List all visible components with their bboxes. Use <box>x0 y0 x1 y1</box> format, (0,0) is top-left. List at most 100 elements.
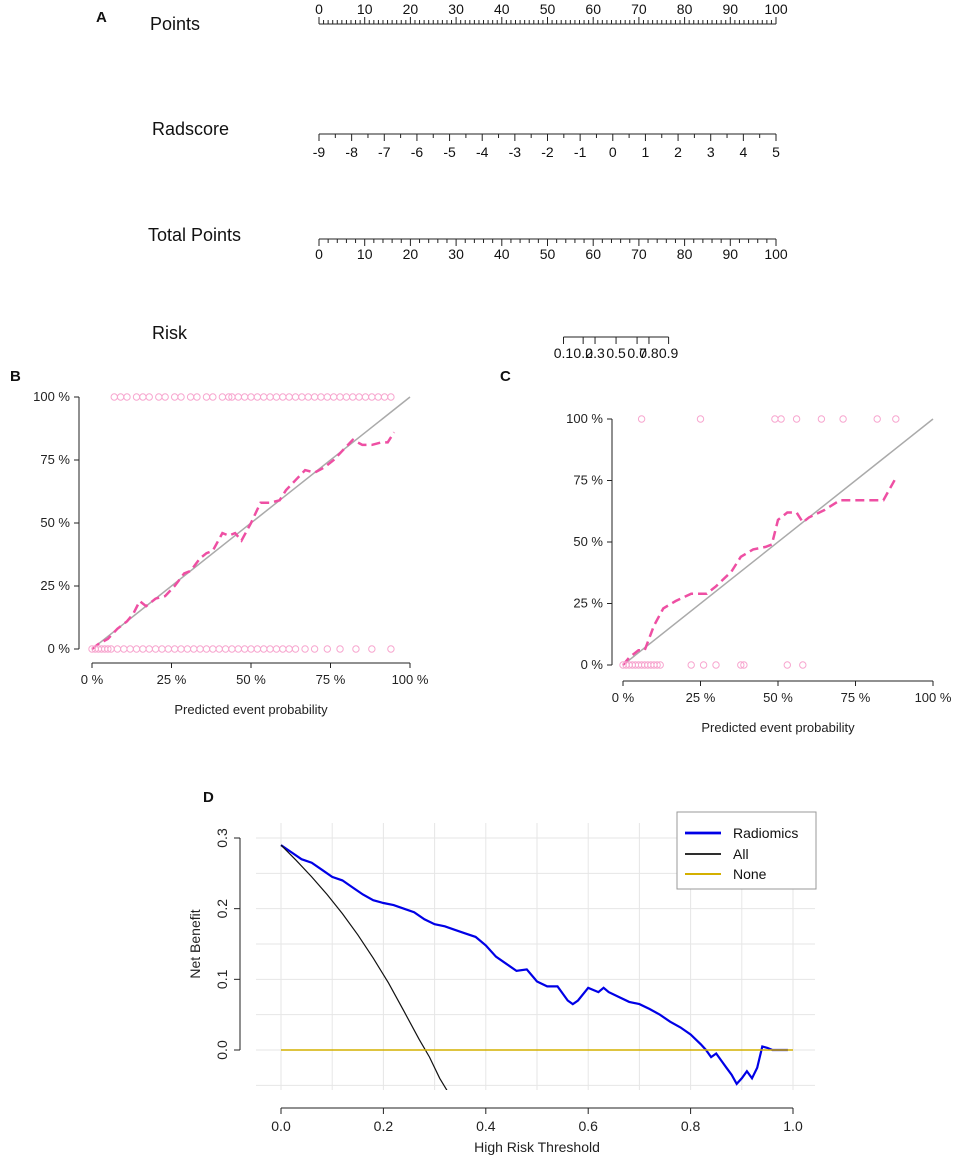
y-tick-label: 50 % <box>40 515 70 530</box>
event-point <box>329 393 338 401</box>
non-event-point <box>656 661 664 669</box>
event-point <box>387 393 395 401</box>
x-tick-label: 25 % <box>157 672 187 687</box>
nomogram-risk-tick-label: 0.7 <box>627 345 647 361</box>
panel-letter-a: A <box>96 9 107 26</box>
non-event-point <box>653 661 661 669</box>
non-event-point <box>783 661 791 669</box>
event-point <box>116 393 125 401</box>
nomogram-risk-tick-label: 0.9 <box>659 345 679 361</box>
event-point <box>892 415 900 423</box>
event-point <box>317 393 325 401</box>
non-event-point <box>387 645 395 653</box>
event-point <box>177 393 185 401</box>
x-tick-label: 50 % <box>763 690 793 705</box>
x-axis-label: Predicted event probability <box>701 720 855 735</box>
event-point <box>260 393 268 401</box>
event-point <box>266 393 274 401</box>
event-point <box>304 393 312 401</box>
non-event-point <box>151 645 160 653</box>
non-event-point <box>164 645 173 653</box>
event-point <box>873 415 881 423</box>
x-tick-label: 0 % <box>81 672 104 687</box>
y-tick-label: 25 % <box>573 596 603 611</box>
nomogram-tick-label: 70 <box>631 1 647 17</box>
event-point <box>839 415 847 423</box>
calibration-plot-training: 0 % 25 % 50 % 75 % 100 % 0 % 25 % 50 % 75 % 100 %… <box>33 389 429 717</box>
nomogram-risk-tick-label: 0.8 <box>639 345 659 361</box>
event-point <box>336 393 344 401</box>
nomogram-risk-tick-label: 0.5 <box>606 345 626 361</box>
event-point <box>291 393 300 401</box>
event-point <box>110 393 118 401</box>
non-event-point <box>139 645 147 653</box>
event-point <box>368 393 376 401</box>
nomogram-tick-label: 3 <box>707 144 715 160</box>
x-tick-label: 0.0 <box>271 1118 291 1134</box>
non-event-point <box>190 645 198 653</box>
event-point <box>225 393 233 401</box>
nomogram-risk-tick-label: 0.2 <box>573 345 593 361</box>
x-tick-label: 1.0 <box>783 1118 803 1134</box>
event-point <box>209 393 217 401</box>
non-event-point <box>291 645 300 653</box>
non-event-point <box>285 645 293 653</box>
event-point <box>361 393 370 401</box>
non-event-point <box>323 645 332 653</box>
nomogram-tick-label: -8 <box>345 144 358 160</box>
nomogram-tick-label: 10 <box>357 246 373 262</box>
nomogram-tick-label: 0 <box>609 144 617 160</box>
nomogram-tick-label: 60 <box>585 246 601 262</box>
nomogram-tick-label: -1 <box>574 144 587 160</box>
event-point <box>253 393 262 401</box>
event-point <box>355 393 363 401</box>
nomogram-tick-label: 30 <box>448 1 464 17</box>
x-tick-label: 75 % <box>841 690 871 705</box>
legend-box <box>676 811 817 890</box>
event-point <box>696 415 705 423</box>
nomogram-label-risk: Risk <box>152 323 188 343</box>
nomogram-tick-label: 1 <box>642 144 650 160</box>
x-tick-label: 100 % <box>915 690 952 705</box>
nomogram-tick-label: -4 <box>476 144 489 160</box>
event-point <box>161 393 169 401</box>
event-point <box>186 393 195 401</box>
legend-all-label: All <box>733 846 749 862</box>
nomogram-tick-label: 5 <box>772 144 780 160</box>
nomogram-label-total-points: Total Points <box>148 225 241 245</box>
x-tick-label: 0.2 <box>374 1118 394 1134</box>
nomogram-panel: Points Radscore Total Points Risk 0 10 20 3… <box>148 1 788 361</box>
y-tick-label: 0.1 <box>214 969 230 989</box>
event-point <box>792 415 801 423</box>
non-event-point <box>279 645 287 653</box>
x-tick-label: 0 % <box>612 690 635 705</box>
event-point <box>298 393 306 401</box>
nomogram-tick-label: 30 <box>448 246 464 262</box>
event-point <box>240 393 249 401</box>
event-point <box>777 415 785 423</box>
x-tick-label: 75 % <box>316 672 346 687</box>
x-tick-label: 50 % <box>236 672 266 687</box>
non-event-point <box>247 645 255 653</box>
x-tick-label: 0.8 <box>681 1118 701 1134</box>
event-point <box>374 393 382 401</box>
non-event-point <box>799 661 807 669</box>
event-point <box>817 415 826 423</box>
nomogram-tick-label: 90 <box>723 246 739 262</box>
y-tick-label: 25 % <box>40 578 70 593</box>
nomogram-tick-label: 80 <box>677 1 693 17</box>
nomogram-risk-tick-label: 0.3 <box>585 345 605 361</box>
non-event-point <box>158 645 166 653</box>
non-event-point <box>183 645 192 653</box>
event-point <box>132 393 141 401</box>
non-event-point <box>272 645 281 653</box>
event-point <box>272 393 281 401</box>
non-event-point <box>699 661 708 669</box>
non-event-point <box>228 645 236 653</box>
non-event-point <box>301 645 309 653</box>
y-tick-label: 0.0 <box>214 1040 230 1060</box>
non-event-point <box>145 645 153 653</box>
event-point <box>193 393 201 401</box>
y-tick-label: 75 % <box>40 452 70 467</box>
